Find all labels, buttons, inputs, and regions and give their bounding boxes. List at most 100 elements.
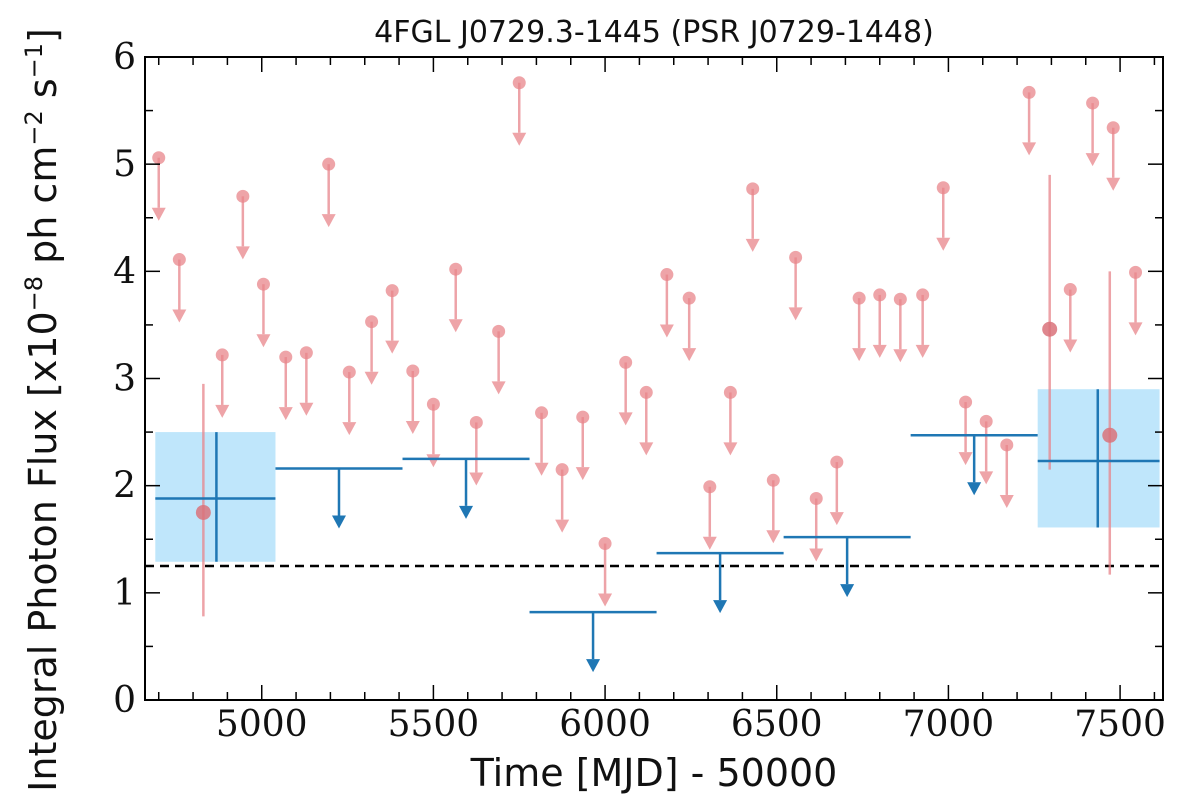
short-bin-ul-arrow [555, 519, 570, 533]
long-bin-ul-arrow [459, 505, 474, 519]
short-bin-ul-point [1129, 265, 1143, 279]
x-tick-label: 7500 [1074, 704, 1166, 745]
short-bin-ul-point [152, 151, 166, 165]
short-bin-ul-point [1106, 121, 1120, 135]
y-tick-label: 6 [113, 37, 136, 78]
short-bin-ul-arrow [809, 548, 824, 562]
y-label-text: s [21, 78, 65, 110]
short-bin-ul-point [723, 385, 737, 399]
short-bin-ul-point [809, 492, 823, 506]
short-bin-ul-arrow [936, 237, 951, 251]
y-label-exponent: −1 [20, 43, 48, 78]
short-bin-ul-point [789, 250, 803, 264]
short-bin-ul-point [322, 157, 336, 171]
x-tick-label: 5000 [216, 704, 308, 745]
short-bin-ul-arrow [534, 462, 549, 476]
short-bin-ul-point [576, 410, 590, 424]
short-bin-ul-point [639, 385, 653, 399]
long-bin-ul-arrow [840, 584, 855, 598]
short-bin-point [1102, 427, 1118, 443]
y-label-text: ] [21, 28, 65, 43]
short-bin-ul-point [916, 288, 930, 302]
y-label-exponent: −8 [20, 276, 48, 311]
short-bin-ul-point [256, 277, 270, 291]
short-bin-ul-point [1022, 85, 1036, 99]
short-bin-ul-point [492, 324, 506, 338]
short-bin-ul-point [660, 268, 674, 282]
short-bin-ul-point [959, 395, 973, 409]
short-bin-ul-point [703, 480, 717, 494]
short-bin-ul-point [449, 262, 463, 276]
short-bin-ul-arrow [385, 340, 400, 354]
x-tick-label: 6500 [731, 704, 823, 745]
short-bin-ul-point [873, 288, 887, 302]
short-bin-point [195, 504, 211, 520]
short-bin-ul-point [385, 284, 399, 298]
short-bin-ul-point [598, 537, 612, 551]
short-bin-ul-arrow [788, 307, 803, 321]
y-label-exponent: −2 [20, 110, 48, 145]
axis-ticks: 5000 5500 6000 6500 7000 7500 0 1 2 3 4 5 6 [113, 37, 1166, 745]
short-bin-ul-arrow [979, 471, 994, 485]
short-bin-ul-arrow [958, 452, 973, 466]
short-bin-ul-point [512, 76, 526, 90]
short-bin-ul-arrow [618, 412, 633, 426]
short-bin-ul-arrow [702, 536, 717, 550]
short-bin-ul-point [406, 364, 420, 378]
short-bin-ul-arrow [491, 381, 506, 395]
x-tick-label: 5500 [388, 704, 480, 745]
short-bin-ul-point [979, 414, 993, 428]
short-bin-ul-point [936, 181, 950, 195]
short-bin-ul-arrow [766, 530, 781, 544]
x-axis-label: Time [MJD] - 50000 [470, 751, 838, 795]
y-tick-label: 4 [113, 251, 136, 292]
short-bin-ul-point [830, 455, 844, 469]
short-bin-ul-point [555, 463, 569, 477]
short-bin-ul-arrow [448, 319, 463, 333]
y-tick-label: 3 [113, 359, 136, 400]
y-tick-label: 2 [113, 466, 136, 507]
long-bin-ul-arrow [586, 659, 601, 673]
short-bin-ul-point [342, 365, 356, 379]
short-bin-ul-arrow [469, 472, 484, 486]
short-bin-ul-arrow [426, 454, 441, 468]
y-tick-label: 1 [113, 573, 136, 614]
y-label-text: ph cm [21, 146, 65, 276]
short-bin-ul-point [426, 397, 440, 411]
short-bin-ul-arrow [1022, 142, 1037, 156]
short-bin-ul-point [1000, 438, 1014, 452]
short-bin-ul-point [893, 292, 907, 306]
short-bin-ul-point [299, 346, 313, 360]
short-bin-ul-arrow [745, 238, 760, 252]
short-bin-ul-point [1063, 283, 1077, 297]
y-tick-label: 5 [113, 144, 136, 185]
y-axis-label: Integral Photon Flux [x10−8 ph cm−2 s−1] [20, 28, 65, 792]
short-bin-ul-point [365, 315, 379, 329]
short-bin-ul-point [1086, 96, 1100, 110]
short-bin-ul-arrow [235, 246, 250, 260]
short-bin-ul-arrow [1085, 153, 1100, 167]
short-bin-ul-arrow [999, 494, 1014, 508]
short-bin-ul-arrow [321, 214, 336, 228]
short-bin-ul-arrow [575, 467, 590, 481]
short-bin-ul-arrow [872, 344, 887, 358]
plot-area [145, 76, 1163, 673]
long-bin-ul-arrow [967, 482, 982, 496]
short-bin-ul-arrow [915, 344, 930, 358]
plot-frame [144, 56, 1164, 701]
short-bin-ul-arrow [151, 207, 166, 221]
x-tick-label: 7000 [903, 704, 995, 745]
short-bin-ul-arrow [299, 402, 314, 416]
short-bin-ul-point [535, 406, 549, 420]
short-bin-ul-arrow [512, 132, 527, 146]
short-bin-ul-arrow [639, 442, 654, 456]
short-bin-ul-arrow [278, 407, 293, 421]
short-bin-ul-arrow [172, 309, 187, 323]
short-bin-point [1042, 321, 1058, 337]
long-bin-ul-arrow [331, 515, 346, 529]
short-bin-ul-arrow [405, 420, 420, 434]
short-bin-ul-arrow [1063, 339, 1078, 353]
short-bin-ul-point [279, 350, 293, 364]
short-bin-ul-point [766, 473, 780, 487]
